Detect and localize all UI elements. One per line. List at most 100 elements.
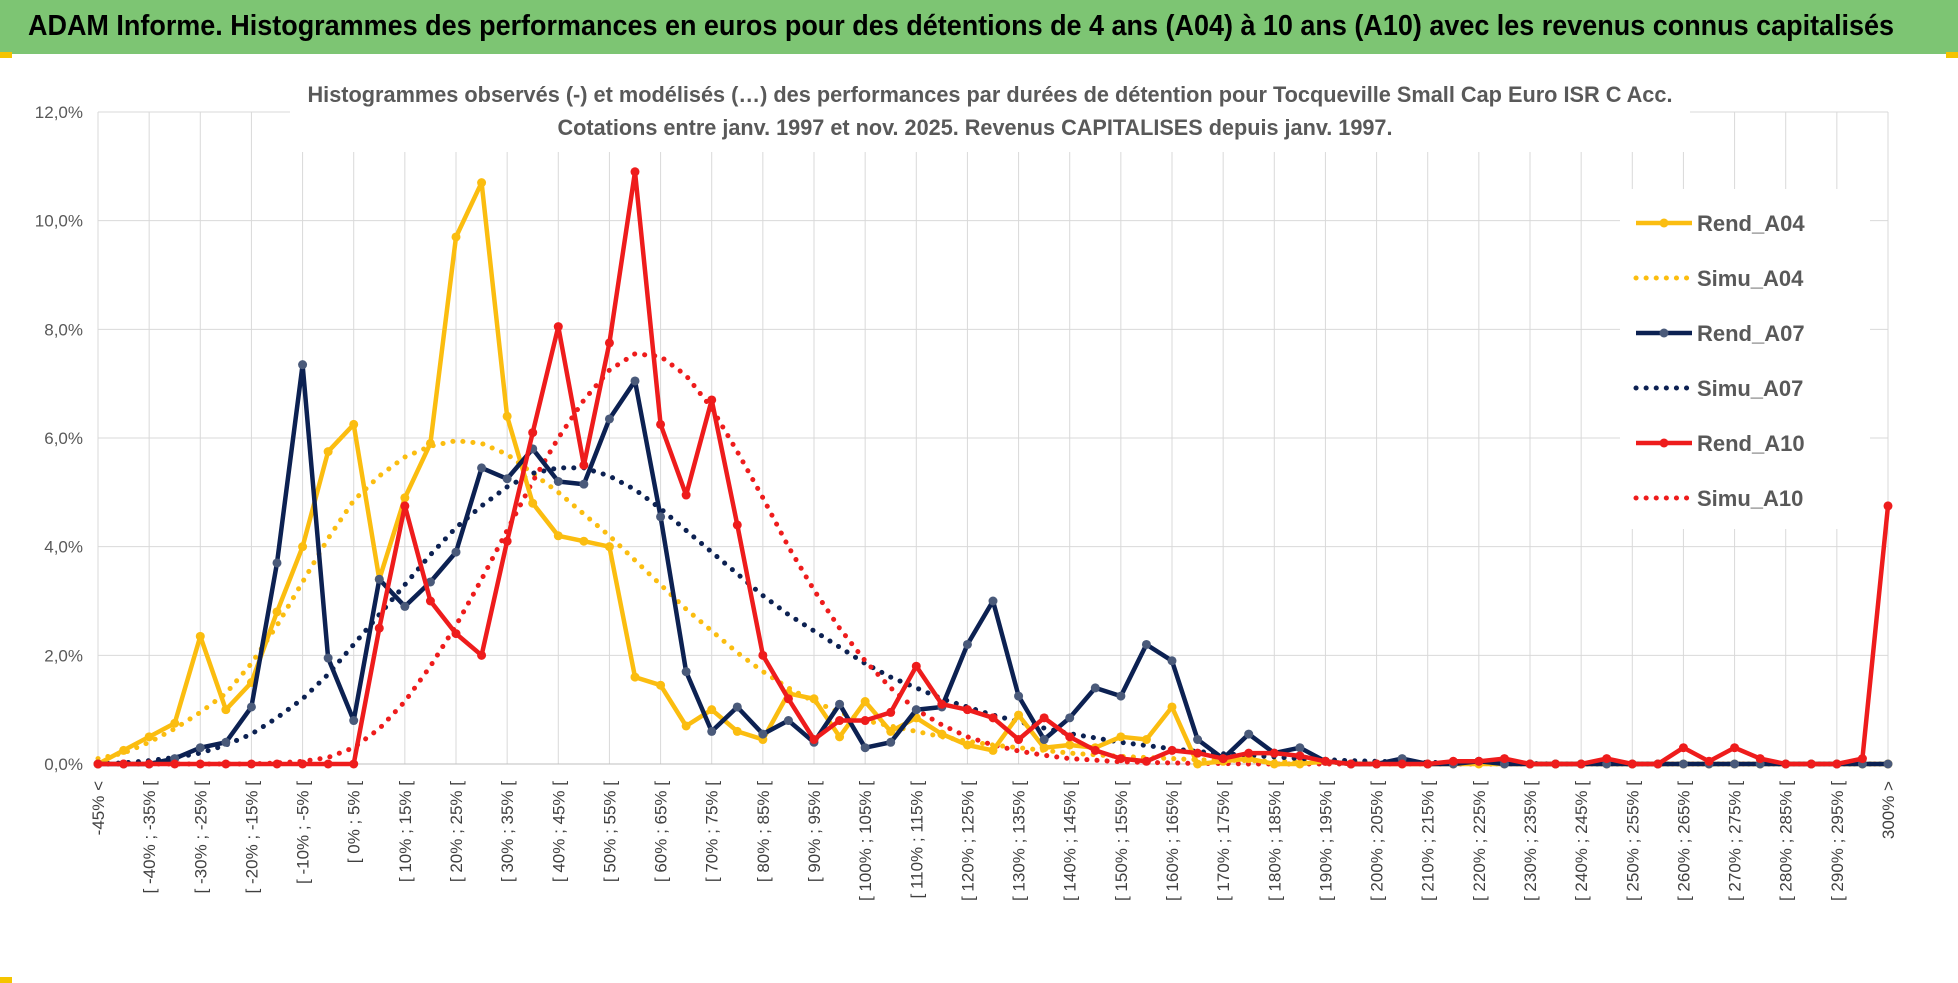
data-point [221, 705, 231, 715]
x-tick-label: [ 170% ; 175% [ [1214, 781, 1233, 901]
data-point [1320, 756, 1330, 766]
x-tick-label: [ 220% ; 225% [ [1470, 781, 1489, 901]
data-point [1039, 735, 1049, 745]
x-tick-label: [ 260% ; 265% [ [1674, 781, 1693, 901]
chart-title: Histogrammes observés (-) et modélisés (… [308, 82, 1673, 107]
data-point [962, 639, 972, 649]
data-point [195, 743, 205, 753]
data-point [477, 463, 487, 473]
data-point [477, 650, 487, 660]
line-chart: 0,0% 2,0% 4,0% 6,0% 8,0% 10,0% 12,0% -45% < [ -… [35, 82, 1898, 901]
x-tick-label: [ 70% ; 75% [ [703, 781, 722, 882]
data-point [1218, 754, 1228, 764]
data-point [298, 759, 308, 769]
series-group [93, 167, 1893, 769]
data-point [656, 680, 666, 690]
data-point [1269, 759, 1279, 769]
data-point [1065, 713, 1075, 723]
data-point [272, 558, 282, 568]
x-tick-label: [ -10% ; -5% [ [294, 781, 313, 884]
x-tick-label: [ 60% ; 65% [ [652, 781, 671, 882]
data-point [425, 438, 435, 448]
data-point [374, 623, 384, 633]
data-point [553, 476, 563, 486]
data-point [835, 699, 845, 709]
data-point [732, 520, 742, 530]
data-point [707, 726, 717, 736]
data-point [528, 498, 538, 508]
data-point [681, 490, 691, 500]
data-point [298, 542, 308, 552]
legend-marker [1659, 328, 1669, 338]
data-point [758, 650, 768, 660]
data-point [502, 474, 512, 484]
x-tick-label: [ 290% ; 295% [ [1828, 781, 1847, 901]
x-tick-label: [ 130% ; 135% [ [1010, 781, 1029, 901]
data-point [221, 737, 231, 747]
x-axis: -45% < [ -40% ; -35% [[ -30% ; -25% [[ -2… [89, 763, 1898, 901]
y-tick-label: 0,0% [44, 755, 83, 774]
data-point [1116, 754, 1126, 764]
data-point [809, 694, 819, 704]
data-point [1551, 759, 1561, 769]
data-point [988, 596, 998, 606]
data-point [349, 419, 359, 429]
data-point [323, 447, 333, 457]
y-tick-label: 12,0% [35, 103, 83, 122]
data-point [886, 737, 896, 747]
data-point [1372, 759, 1382, 769]
data-point [886, 726, 896, 736]
data-point [195, 759, 205, 769]
data-point [323, 653, 333, 663]
data-point [988, 745, 998, 755]
x-tick-label: [ 140% ; 145% [ [1061, 781, 1080, 901]
chart-subtitle: Cotations entre janv. 1997 et nov. 2025.… [558, 115, 1393, 140]
data-point [170, 718, 180, 728]
data-point [323, 759, 333, 769]
header-title: ADAM Informe. Histogrammes des performan… [28, 10, 1895, 42]
x-tick-label: [ 40% ; 45% [ [549, 781, 568, 882]
x-tick-label: [ 230% ; 235% [ [1521, 781, 1540, 901]
data-point [630, 167, 640, 177]
legend-marker [1659, 218, 1669, 228]
data-point [144, 759, 154, 769]
data-point [911, 661, 921, 671]
data-point [1678, 759, 1688, 769]
data-point [349, 716, 359, 726]
data-point [451, 547, 461, 557]
data-point [1141, 756, 1151, 766]
data-point [1883, 759, 1893, 769]
corner-mark-left [0, 52, 12, 58]
y-tick-label: 6,0% [44, 429, 83, 448]
x-tick-label: [ 50% ; 55% [ [600, 781, 619, 882]
data-point [119, 759, 129, 769]
data-point [1474, 756, 1484, 766]
data-point [272, 607, 282, 617]
data-point [1576, 759, 1586, 769]
data-point [246, 759, 256, 769]
x-tick-label: -45% < [89, 781, 108, 835]
data-point [809, 735, 819, 745]
data-point [988, 713, 998, 723]
data-point [1499, 754, 1509, 764]
x-tick-label: [ 0% ; 5% [ [345, 781, 364, 863]
data-point [630, 376, 640, 386]
data-point [1730, 759, 1740, 769]
x-tick-label: [ 210% ; 215% [ [1419, 781, 1438, 901]
data-point [783, 694, 793, 704]
data-point [783, 716, 793, 726]
x-tick-label: [ -30% ; -25% [ [191, 781, 210, 894]
data-point [1039, 713, 1049, 723]
data-point [119, 745, 129, 755]
y-tick-label: 8,0% [44, 320, 83, 339]
data-point [528, 428, 538, 438]
x-tick-label: [ 150% ; 155% [ [1112, 781, 1131, 901]
data-point [1704, 756, 1714, 766]
x-tick-label: 300% > [1879, 781, 1898, 839]
data-point [1857, 754, 1867, 764]
data-point [604, 414, 614, 424]
header-bar: ADAM Informe. Histogrammes des performan… [0, 0, 1958, 54]
data-point [579, 460, 589, 470]
data-point [553, 531, 563, 541]
data-point [170, 759, 180, 769]
